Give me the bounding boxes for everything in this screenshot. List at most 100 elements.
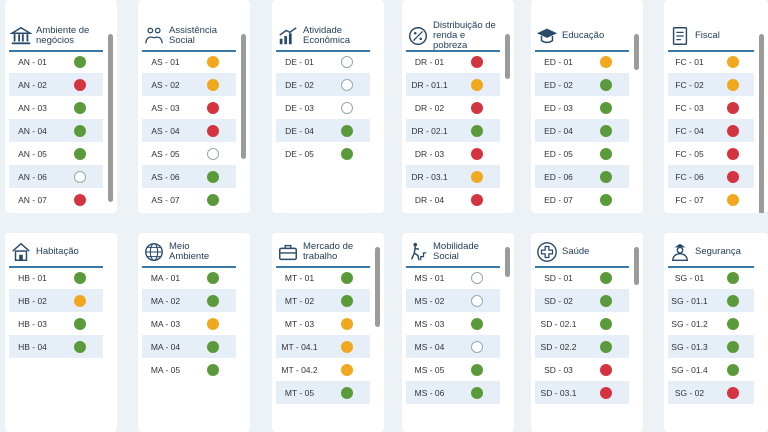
indicator-row[interactable]: ED - 06 (535, 165, 629, 188)
scrollbar[interactable] (759, 34, 764, 213)
indicator-row[interactable]: HB - 02 (9, 289, 103, 312)
indicator-row[interactable]: AN - 01 (9, 50, 103, 73)
indicator-row[interactable]: SD - 03.1 (535, 381, 629, 404)
indicator-row[interactable]: DR - 03.1 (406, 165, 500, 188)
indicator-row[interactable]: SD - 03 (535, 358, 629, 381)
indicator-row[interactable]: HB - 03 (9, 312, 103, 335)
indicator-row[interactable]: HB - 01 (9, 266, 103, 289)
indicator-row[interactable]: AS - 03 (142, 96, 236, 119)
indicator-row[interactable]: AN - 07 (9, 188, 103, 211)
status-indicator (453, 147, 500, 160)
indicator-row[interactable]: AS - 01 (142, 50, 236, 73)
scrollbar[interactable] (108, 34, 113, 202)
status-dot-orange (726, 78, 739, 91)
card-header: Segurança (668, 238, 754, 268)
indicator-row[interactable]: AS - 05 (142, 142, 236, 165)
indicator-row[interactable]: SD - 02.2 (535, 335, 629, 358)
indicator-row[interactable]: AS - 04 (142, 119, 236, 142)
indicator-row[interactable]: MT - 03 (276, 312, 370, 335)
indicator-row[interactable]: SD - 02.1 (535, 312, 629, 335)
indicator-code: DR - 02.1 (411, 125, 448, 136)
scrollbar[interactable] (241, 34, 246, 159)
indicator-row[interactable]: FC - 01 (668, 50, 754, 73)
indicator-row[interactable]: AN - 03 (9, 96, 103, 119)
indicator-row[interactable]: MT - 04.1 (276, 335, 370, 358)
indicator-row[interactable]: FC - 02 (668, 73, 754, 96)
indicator-row[interactable]: FC - 04 (668, 119, 754, 142)
indicator-row[interactable]: HB - 04 (9, 335, 103, 358)
indicator-row[interactable]: MS - 06 (406, 381, 500, 404)
indicator-row[interactable]: ED - 05 (535, 142, 629, 165)
indicator-row[interactable]: AS - 07 (142, 188, 236, 211)
card-header: Mobilidade Social (406, 238, 500, 268)
indicator-row[interactable]: SG - 01 (668, 266, 754, 289)
indicator-row[interactable]: AN - 05 (9, 142, 103, 165)
indicator-row[interactable]: FC - 03 (668, 96, 754, 119)
card-atividade: Atividade Econômica DE - 01 DE - 02 DE - 03… (272, 0, 384, 213)
scrollbar[interactable] (634, 247, 639, 285)
indicator-row[interactable]: FC - 07 (668, 188, 754, 211)
indicator-code: ED - 05 (544, 148, 573, 159)
indicator-row[interactable]: DR - 02 (406, 96, 500, 119)
indicator-row[interactable]: DE - 02 (276, 73, 370, 96)
indicator-row[interactable]: ED - 03 (535, 96, 629, 119)
card-title: Distribuição de renda e pobreza (433, 20, 496, 51)
indicator-row[interactable]: DE - 03 (276, 96, 370, 119)
indicator-row[interactable]: MT - 05 (276, 381, 370, 404)
indicator-row[interactable]: AS - 02 (142, 73, 236, 96)
indicator-row[interactable]: DE - 01 (276, 50, 370, 73)
indicator-row[interactable]: SG - 02 (668, 381, 754, 404)
status-indicator (189, 193, 236, 206)
indicator-row[interactable]: SG - 01.2 (668, 312, 754, 335)
scrollbar[interactable] (505, 247, 510, 277)
indicator-row[interactable]: MA - 03 (142, 312, 236, 335)
indicator-row[interactable]: DR - 01.1 (406, 73, 500, 96)
status-dot-empty (470, 294, 483, 307)
indicator-row[interactable]: SD - 02 (535, 289, 629, 312)
indicator-row[interactable]: MA - 01 (142, 266, 236, 289)
indicator-code: DR - 03.1 (411, 171, 448, 182)
indicator-row[interactable]: MS - 02 (406, 289, 500, 312)
indicator-code: SG - 01.1 (671, 295, 708, 306)
indicator-row[interactable]: SG - 01.4 (668, 358, 754, 381)
indicator-row[interactable]: MA - 04 (142, 335, 236, 358)
indicator-row[interactable]: AN - 04 (9, 119, 103, 142)
indicator-row[interactable]: MT - 02 (276, 289, 370, 312)
status-indicator (323, 101, 370, 114)
indicator-row[interactable]: DR - 01 (406, 50, 500, 73)
indicator-row[interactable]: ED - 07 (535, 188, 629, 211)
indicator-row[interactable]: MS - 04 (406, 335, 500, 358)
indicator-row[interactable]: DE - 04 (276, 119, 370, 142)
status-dot-empty (340, 78, 353, 91)
status-dot-green (470, 386, 483, 399)
indicator-row[interactable]: AS - 06 (142, 165, 236, 188)
indicator-row[interactable]: DR - 03 (406, 142, 500, 165)
indicator-row[interactable]: AN - 06 (9, 165, 103, 188)
status-indicator (56, 271, 103, 284)
indicator-row[interactable]: ED - 01 (535, 50, 629, 73)
indicator-row[interactable]: MT - 04.2 (276, 358, 370, 381)
indicator-list: HB - 01 HB - 02 HB - 03 HB - 04 (9, 266, 103, 358)
indicator-row[interactable]: SG - 01.1 (668, 289, 754, 312)
indicator-code: AN - 06 (18, 171, 47, 182)
indicator-row[interactable]: MS - 01 (406, 266, 500, 289)
indicator-row[interactable]: MA - 02 (142, 289, 236, 312)
status-indicator (56, 124, 103, 137)
indicator-row[interactable]: MS - 05 (406, 358, 500, 381)
indicator-row[interactable]: FC - 06 (668, 165, 754, 188)
indicator-row[interactable]: MA - 05 (142, 358, 236, 381)
indicator-row[interactable]: DE - 05 (276, 142, 370, 165)
indicator-row[interactable]: SD - 01 (535, 266, 629, 289)
scrollbar[interactable] (375, 247, 380, 327)
indicator-row[interactable]: MT - 01 (276, 266, 370, 289)
indicator-row[interactable]: ED - 02 (535, 73, 629, 96)
indicator-row[interactable]: AN - 02 (9, 73, 103, 96)
indicator-row[interactable]: SG - 01.3 (668, 335, 754, 358)
indicator-row[interactable]: DR - 02.1 (406, 119, 500, 142)
indicator-row[interactable]: ED - 04 (535, 119, 629, 142)
scrollbar[interactable] (505, 34, 510, 79)
indicator-row[interactable]: FC - 05 (668, 142, 754, 165)
indicator-row[interactable]: MS - 03 (406, 312, 500, 335)
scrollbar[interactable] (634, 34, 639, 70)
indicator-row[interactable]: DR - 04 (406, 188, 500, 211)
